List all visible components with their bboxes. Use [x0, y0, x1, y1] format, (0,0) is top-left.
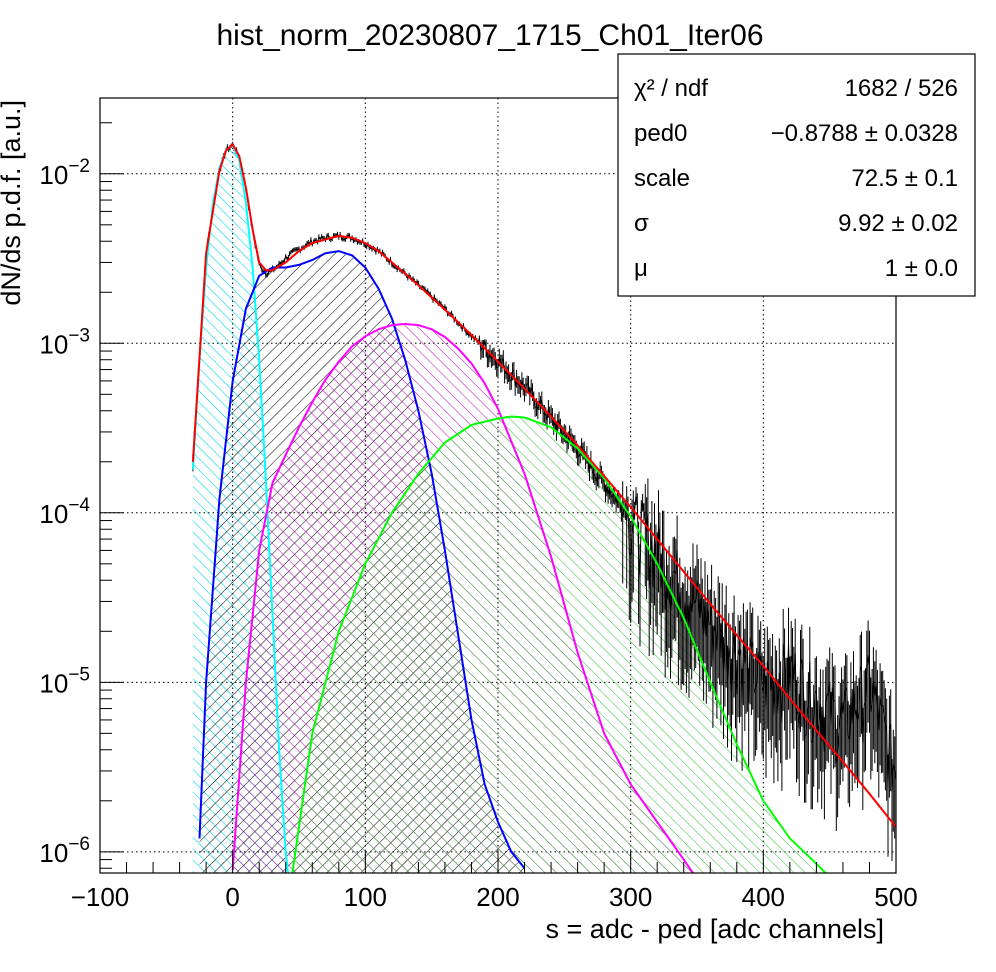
component-curve [291, 415, 827, 873]
chart-title: hist_norm_20230807_1715_Ch01_Iter06 [216, 19, 763, 52]
stats-row-name: ped0 [634, 120, 687, 147]
x-tick-label: 0 [225, 882, 239, 912]
stats-row-name: σ [634, 210, 649, 237]
component-curve [198, 250, 526, 869]
stats-row-name: μ [634, 255, 648, 282]
x-tick-label: 500 [874, 882, 917, 912]
stats-box: χ² / ndf 1682 / 526 ped0 −0.8788 ± 0.0328 sc… [617, 53, 976, 297]
y-tick-label: 10−5 [39, 664, 90, 698]
x-axis-title: s = adc - ped [adc channels] [546, 914, 884, 944]
stats-row-value: 1 ± 0.0 [885, 255, 958, 282]
stats-row-value: 9.92 ± 0.02 [838, 210, 958, 237]
stats-row-name: χ² / ndf [634, 75, 708, 102]
x-tick-label: 200 [476, 882, 519, 912]
x-tick-label: 300 [609, 882, 652, 912]
y-tick-label: 10−6 [39, 834, 90, 868]
y-tick-label: 10−2 [39, 156, 90, 190]
y-tick-label: 10−4 [39, 495, 90, 529]
y-tick-label: 10−3 [39, 325, 90, 359]
x-tick-label: 400 [742, 882, 785, 912]
component-curve [231, 322, 694, 873]
component-fills [192, 144, 826, 873]
stats-row-name: scale [634, 165, 690, 192]
stats-row-value: 72.5 ± 0.1 [851, 165, 958, 192]
axis-ticks: −100 0 100 200 300 400 500 10−2 10−3 10−4 10−5 10−6 [39, 122, 918, 912]
y-axis-title: dN/ds p.d.f. [a.u.] [0, 100, 26, 306]
component-fill [292, 416, 826, 873]
x-tick-label: 100 [344, 882, 387, 912]
x-tick-label: −100 [71, 882, 130, 912]
stats-row-value: 1682 / 526 [845, 75, 958, 102]
stats-row-value: −0.8788 ± 0.0328 [771, 120, 958, 147]
fit-curves [191, 142, 896, 873]
fit-curve [191, 142, 896, 828]
